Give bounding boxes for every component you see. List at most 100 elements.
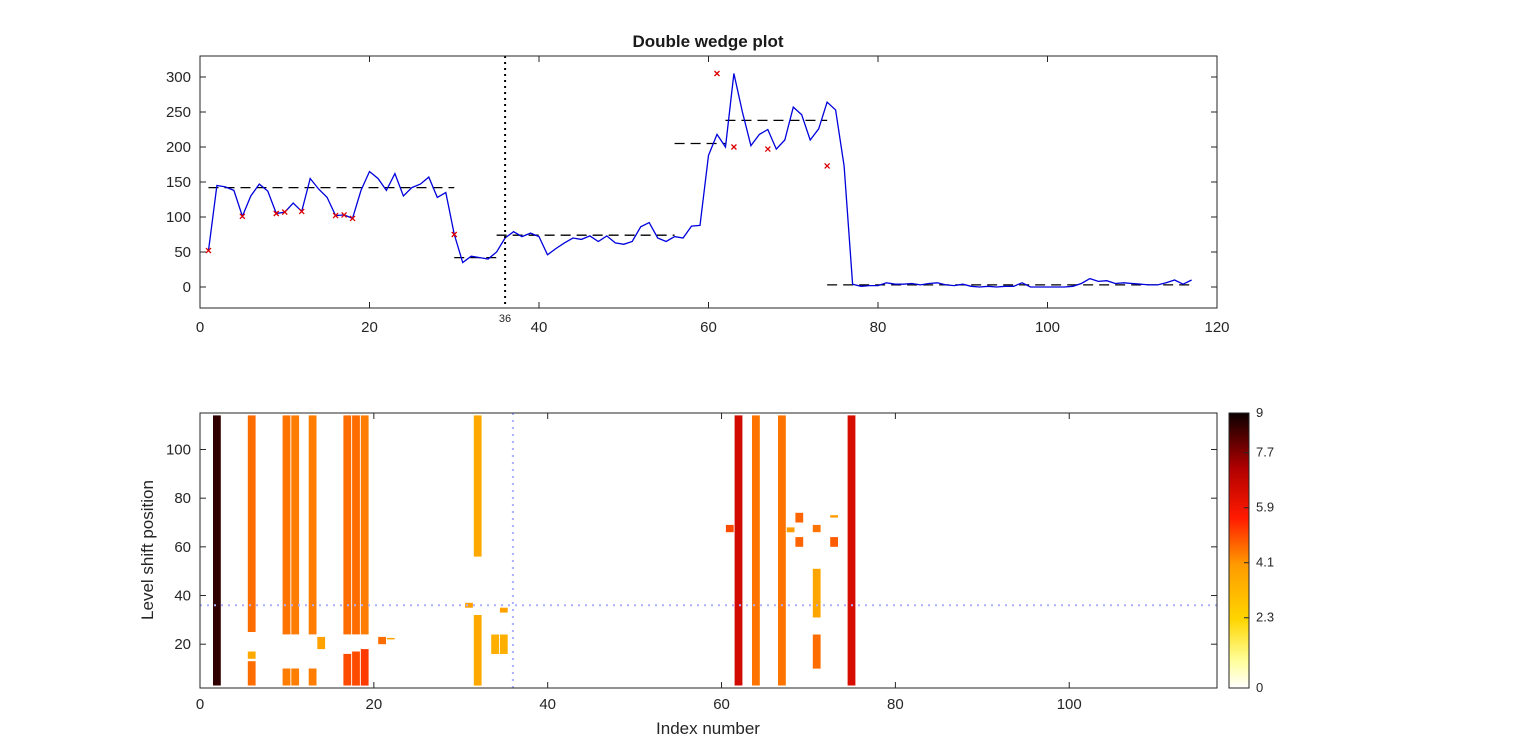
bottom-axes: 0 20 40 60 80 100 20 40 60 80 100 Index number Lev…	[138, 412, 1218, 738]
y-axis-label: Level shift position	[138, 480, 157, 620]
heatmap-cell	[247, 415, 256, 632]
heatmap-cell	[282, 668, 291, 686]
colorbar-tick-label: 2.3	[1256, 610, 1274, 625]
heatmap-cell	[360, 415, 369, 635]
heatmap-cell	[378, 636, 386, 645]
heatmap-cell	[847, 415, 856, 686]
heatmap-cell	[386, 637, 395, 640]
heatmap-cell	[308, 668, 317, 686]
outlier-marker-stroke	[349, 215, 356, 222]
heatmap-cell	[360, 649, 369, 686]
bottom-axes-frame	[199, 412, 1218, 689]
outlier-marker-stroke	[205, 247, 212, 254]
bottom-ticks: 0 20 40 60 80 100 20 40 60 80 100	[166, 413, 1217, 713]
colorbar-tick-label: 0	[1256, 680, 1263, 695]
heatmap-cell	[734, 415, 743, 686]
heatmap-cell	[812, 524, 821, 533]
heatmap-cell	[465, 602, 473, 608]
x-tick-label: 120	[1204, 319, 1229, 336]
colorbar-tick-label: 9	[1256, 405, 1263, 420]
outlier-marker-stroke	[273, 210, 280, 217]
heatmap-cell	[317, 636, 326, 650]
x-tick-label: 60	[713, 696, 730, 713]
y-tick-label: 100	[166, 209, 191, 226]
heatmap-cell	[812, 568, 821, 618]
y-tick-label: 40	[174, 588, 191, 605]
y-tick-label: 80	[174, 490, 191, 507]
chart-title: Double wedge plot	[632, 32, 783, 51]
x-tick-label: 40	[531, 319, 548, 336]
heatmap-cell	[752, 415, 760, 686]
heatmap-cell	[308, 415, 317, 635]
colorbar-ticks: 0 2.3 4.1 5.9 7.7 9	[1244, 405, 1274, 695]
outlier-marker-stroke	[764, 146, 771, 153]
outlier-marker	[764, 146, 771, 153]
y-tick-label: 300	[166, 69, 191, 86]
colorbar-tick-label: 4.1	[1256, 555, 1274, 570]
heatmap-cell	[795, 537, 804, 547]
y-tick-label: 250	[166, 104, 191, 121]
outlier-marker	[730, 144, 737, 150]
outlier-marker	[341, 211, 348, 218]
x-tick-label: 40	[539, 696, 556, 713]
x-tick-label: 100	[1035, 319, 1060, 336]
heatmap-area	[200, 413, 1217, 688]
top-ticks: 0 20 40 60 80 100 120 0 50 100 150 200 250 300	[166, 56, 1230, 336]
y-tick-label: 60	[174, 539, 191, 556]
outlier-marker	[824, 162, 831, 169]
outlier-marker	[714, 70, 720, 77]
colorbar-tick-label: 5.9	[1256, 500, 1274, 515]
top-plot-area	[205, 56, 1192, 308]
outlier-marker	[281, 209, 288, 216]
heatmap-cell	[473, 615, 482, 686]
heatmap-cell	[812, 634, 821, 669]
outlier-marker	[273, 210, 280, 217]
y-tick-label: 150	[166, 174, 191, 191]
y-tick-label: 100	[166, 442, 191, 459]
heatmap-cell	[499, 634, 508, 654]
x-tick-label: 20	[366, 696, 383, 713]
outlier-marker-stroke	[298, 208, 305, 215]
heatmap-cell	[499, 607, 508, 613]
heatmap-cell	[343, 415, 352, 635]
outlier-marker	[349, 215, 356, 222]
x-tick-label: 80	[870, 319, 887, 336]
vline-label: 36	[499, 313, 511, 325]
series-line	[207, 73, 1192, 288]
y-tick-label: 20	[174, 636, 191, 653]
heatmap-cell	[291, 668, 300, 686]
outlier-marker	[239, 213, 246, 220]
colorbar: 0 2.3 4.1 5.9 7.7 9	[1228, 405, 1274, 695]
heatmap-cell	[830, 515, 838, 518]
heatmap-cell	[213, 415, 221, 686]
x-tick-label: 100	[1057, 696, 1082, 713]
heatmap-cell	[725, 524, 734, 533]
heatmap-cell	[830, 537, 838, 547]
x-tick-label: 20	[361, 319, 378, 336]
heatmap-cell	[473, 415, 482, 557]
outlier-marker-stroke	[824, 162, 831, 169]
outlier-marker	[332, 212, 339, 219]
y-tick-label: 0	[183, 279, 191, 296]
outlier-marker-stroke	[281, 209, 288, 216]
heatmap-cell	[778, 415, 786, 686]
colorbar-tick-label: 7.7	[1256, 445, 1274, 460]
outlier-marker	[298, 208, 305, 215]
heatmap-cell	[282, 415, 291, 635]
outlier-marker-stroke	[714, 70, 720, 77]
y-tick-label: 50	[174, 244, 191, 261]
outlier-marker-stroke	[332, 212, 339, 219]
heatmap-cell	[352, 651, 360, 686]
heatmap-cell	[795, 512, 804, 523]
outlier-marker-stroke	[730, 144, 737, 150]
x-tick-label: 80	[887, 696, 904, 713]
heatmap-cell	[352, 415, 360, 635]
outlier-marker-stroke	[239, 213, 246, 220]
heatmap-cell	[786, 527, 795, 533]
outlier-marker-stroke	[451, 231, 458, 238]
outlier-marker	[205, 247, 212, 254]
heatmap-cell	[247, 651, 256, 659]
x-tick-label: 0	[196, 696, 204, 713]
heatmap-cell	[491, 634, 499, 654]
